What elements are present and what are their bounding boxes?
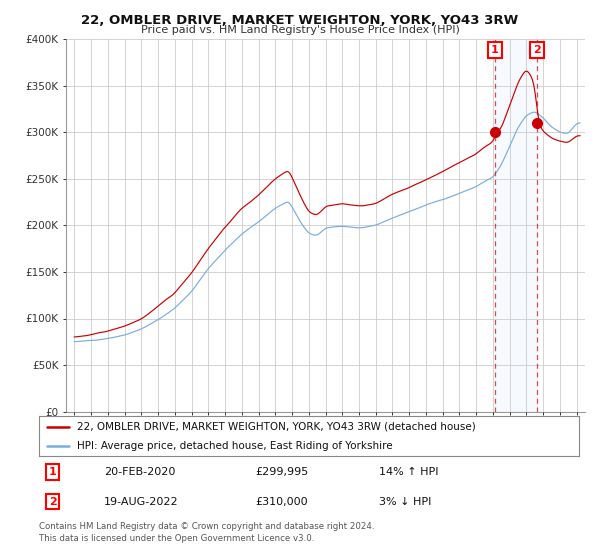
Text: Contains HM Land Registry data © Crown copyright and database right 2024.
This d: Contains HM Land Registry data © Crown c…: [39, 522, 374, 543]
Text: 2: 2: [49, 497, 56, 507]
Text: HPI: Average price, detached house, East Riding of Yorkshire: HPI: Average price, detached house, East…: [77, 441, 392, 450]
Text: Price paid vs. HM Land Registry's House Price Index (HPI): Price paid vs. HM Land Registry's House …: [140, 25, 460, 35]
Bar: [495, 39, 537, 412]
Text: £310,000: £310,000: [255, 497, 308, 507]
Text: 2: 2: [533, 45, 541, 55]
Text: 3% ↓ HPI: 3% ↓ HPI: [379, 497, 431, 507]
Text: 19-AUG-2022: 19-AUG-2022: [104, 497, 178, 507]
Text: £299,995: £299,995: [255, 467, 308, 477]
Text: 1: 1: [491, 45, 499, 55]
Text: 1: 1: [49, 467, 56, 477]
Text: 14% ↑ HPI: 14% ↑ HPI: [379, 467, 439, 477]
Text: 22, OMBLER DRIVE, MARKET WEIGHTON, YORK, YO43 3RW (detached house): 22, OMBLER DRIVE, MARKET WEIGHTON, YORK,…: [77, 422, 476, 432]
Text: 22, OMBLER DRIVE, MARKET WEIGHTON, YORK, YO43 3RW: 22, OMBLER DRIVE, MARKET WEIGHTON, YORK,…: [82, 14, 518, 27]
Text: 20-FEB-2020: 20-FEB-2020: [104, 467, 175, 477]
